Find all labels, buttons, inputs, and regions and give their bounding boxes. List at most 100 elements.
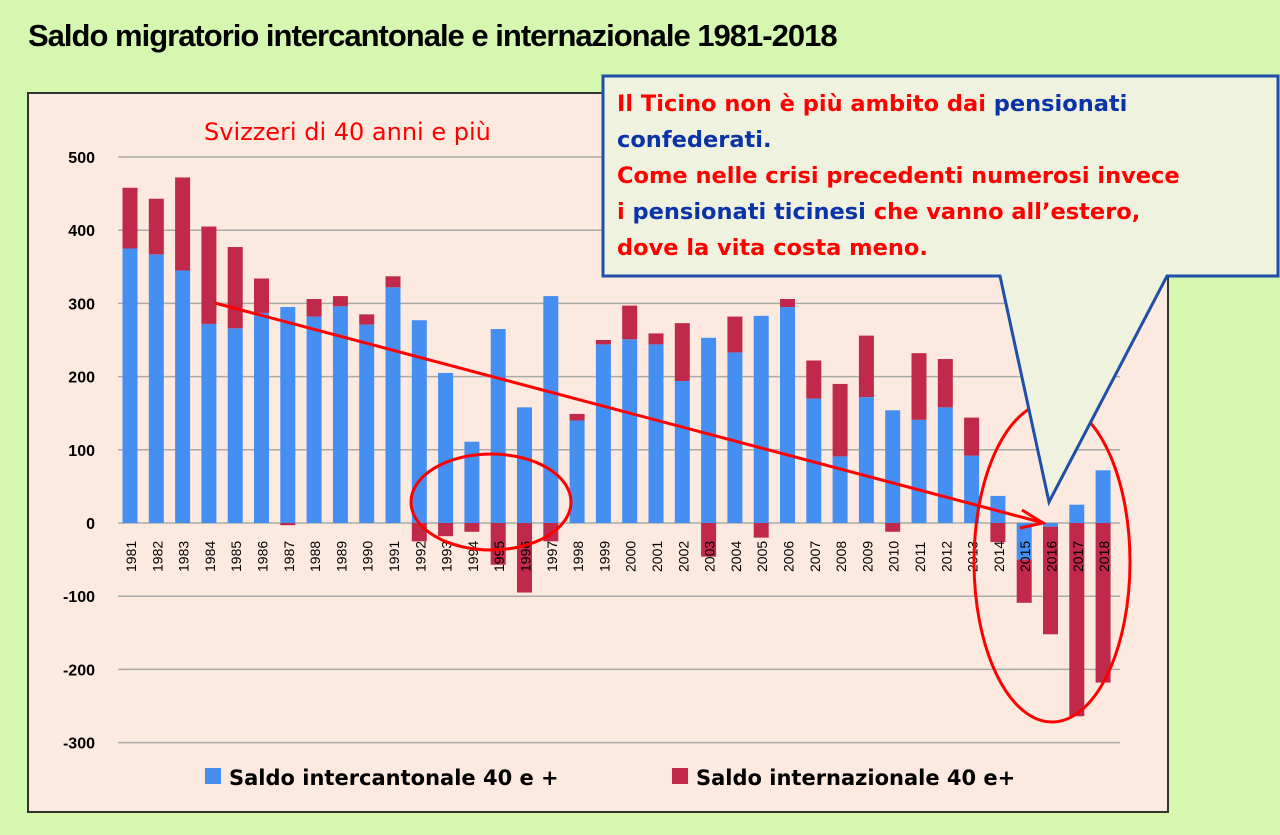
y-tick-label: 0: [86, 516, 95, 533]
callout-line: confederati.: [617, 122, 1267, 158]
x-tick-label: 2006: [781, 541, 797, 572]
callout-line: Il Ticino non è più ambito dai pensionat…: [617, 86, 1267, 122]
x-tick-label: 2012: [938, 541, 954, 572]
x-tick-label: 2008: [833, 541, 849, 572]
x-tick-label: 1983: [176, 541, 192, 572]
bar-internazionale: [1043, 526, 1058, 635]
bar-intercantonale: [622, 339, 638, 523]
callout-box: [601, 74, 1280, 507]
bar-internazionale: [122, 187, 138, 249]
x-tick-label: 2001: [649, 541, 665, 572]
bar-intercantonale: [411, 320, 427, 523]
x-tick-label: 1994: [465, 541, 481, 572]
bar-intercantonale: [201, 323, 217, 523]
x-tick-label: 2011: [912, 542, 928, 572]
y-tick-label: 300: [68, 296, 95, 313]
x-tick-label: 2003: [702, 541, 718, 572]
page-title: Saldo migratorio intercantonale e intern…: [28, 18, 838, 53]
bar-internazionale: [569, 413, 585, 421]
bar-internazionale: [806, 360, 822, 399]
bar-internazionale: [201, 226, 217, 324]
bar-intercantonale: [359, 324, 375, 523]
bar-internazionale: [280, 523, 296, 526]
x-tick-label: 1996: [518, 541, 534, 572]
bar-internazionale: [385, 276, 401, 288]
bar-internazionale: [885, 523, 901, 532]
bar-intercantonale: [280, 307, 296, 523]
bar-intercantonale: [569, 420, 585, 523]
bar-intercantonale: [148, 254, 164, 523]
bar-internazionale: [227, 247, 243, 329]
x-tick-label: 1982: [149, 541, 165, 572]
legend-label: Saldo internazionale 40 e+: [696, 766, 1015, 790]
bar-intercantonale: [858, 397, 874, 523]
bar-intercantonale: [122, 248, 138, 523]
bar-internazionale: [148, 198, 164, 255]
bar-intercantonale: [753, 315, 769, 523]
bar-internazionale: [701, 523, 717, 557]
bar-internazionale: [306, 299, 322, 317]
callout-segment: i: [617, 199, 633, 225]
x-tick-label: 1990: [360, 541, 376, 572]
y-tick-label: 400: [68, 223, 95, 240]
bar-intercantonale: [464, 441, 480, 523]
bar-internazionale: [1016, 559, 1032, 603]
bar-internazionale: [254, 278, 269, 313]
bar-intercantonale: [254, 312, 269, 523]
x-tick-label: 1997: [544, 541, 560, 572]
x-tick-label: 2014: [991, 541, 1007, 572]
chart-subtitle: Svizzeri di 40 anni e più: [204, 118, 491, 146]
x-tick-label: 2005: [754, 541, 770, 572]
bar-internazionale: [1069, 523, 1085, 717]
bar-internazionale: [464, 523, 480, 532]
x-tick-label: 1986: [255, 541, 271, 572]
x-tick-label: 2018: [1096, 541, 1112, 572]
callout-segment: dove la vita costa meno.: [617, 235, 928, 261]
x-tick-label: 2000: [623, 541, 639, 572]
callout-line: i pensionati ticinesi che vanno all’este…: [617, 194, 1267, 230]
bar-intercantonale: [517, 407, 532, 523]
bar-internazionale: [175, 177, 191, 271]
highlight-ellipse-1990s: [409, 452, 573, 552]
bar-intercantonale: [648, 344, 664, 523]
bar-intercantonale: [911, 419, 927, 523]
bar-internazionale: [438, 523, 454, 537]
x-tick-label: 1991: [386, 541, 402, 572]
x-tick-label: 2016: [1044, 541, 1060, 572]
legend-label: Saldo intercantonale 40 e +: [229, 766, 559, 790]
x-tick-label: 2017: [1070, 541, 1086, 572]
bar-internazionale: [780, 299, 795, 308]
x-tick-label: 1985: [228, 541, 244, 572]
bar-internazionale: [832, 383, 848, 457]
x-tick-label: 1995: [491, 541, 507, 572]
bar-internazionale: [332, 296, 348, 307]
bar-internazionale: [753, 523, 769, 538]
callout-text: Il Ticino non è più ambito dai pensionat…: [617, 86, 1267, 266]
bar-internazionale: [964, 417, 980, 456]
bar-internazionale: [359, 314, 375, 325]
bar-internazionale: [674, 323, 690, 381]
bar-internazionale: [990, 523, 1006, 543]
x-tick-label: 1998: [570, 541, 586, 572]
x-tick-label: 2007: [807, 541, 823, 572]
bar-intercantonale: [674, 380, 690, 523]
callout-segment: Il Ticino non è più ambito dai: [617, 91, 994, 117]
bar-intercantonale: [1069, 504, 1085, 523]
callout-line: dove la vita costa meno.: [617, 230, 1267, 266]
legend-swatch: [205, 768, 221, 784]
callout-segment: Come nelle crisi precedenti numerosi inv…: [617, 163, 1180, 189]
bar-intercantonale: [595, 344, 611, 523]
bar-intercantonale: [490, 329, 506, 523]
x-tick-label: 2004: [728, 541, 744, 572]
y-tick-label: -100: [63, 589, 95, 606]
trend-arrow: [214, 301, 1041, 524]
x-tick-label: 1987: [281, 541, 297, 572]
callout-segment: confederati.: [617, 127, 772, 153]
x-tick-label: 1999: [596, 541, 612, 572]
y-tick-label: 500: [68, 150, 95, 167]
bar-internazionale: [858, 335, 874, 398]
y-tick-label: -300: [63, 736, 95, 753]
bar-intercantonale: [332, 306, 348, 523]
bar-internazionale: [1095, 523, 1111, 683]
